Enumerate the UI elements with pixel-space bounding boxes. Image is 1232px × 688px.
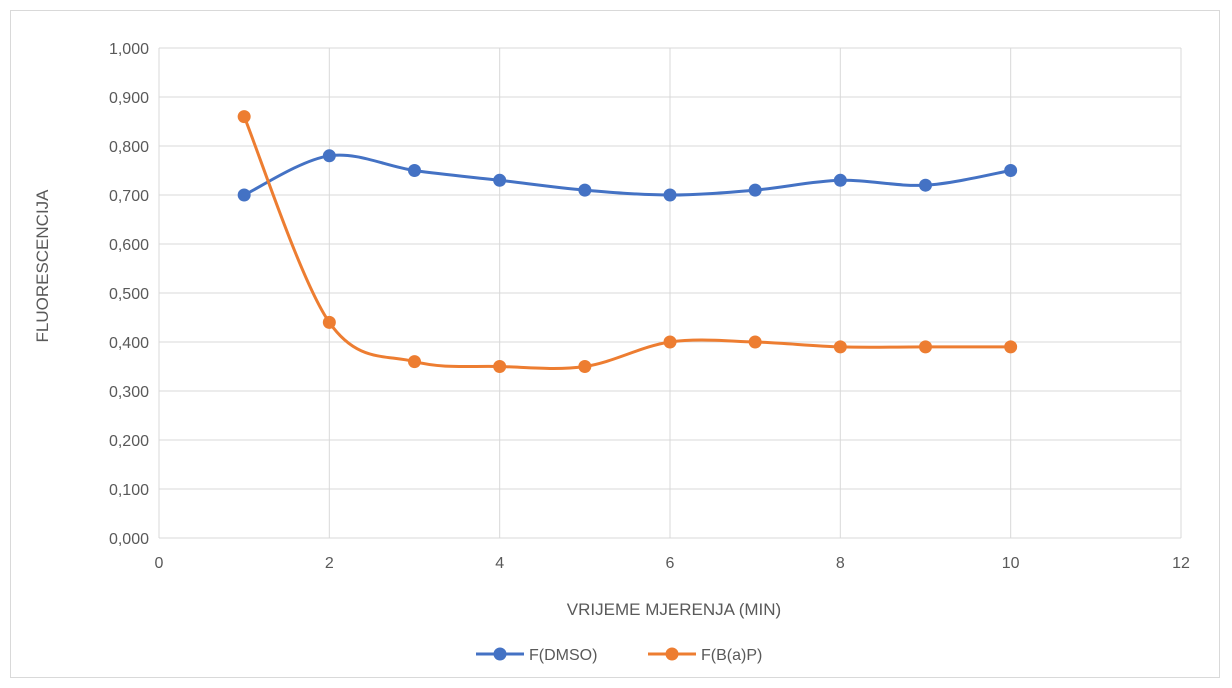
data-point (663, 188, 677, 202)
data-point (919, 340, 932, 354)
y-tick-label: 0,400 (109, 335, 149, 352)
data-point (493, 173, 507, 187)
data-point (322, 315, 336, 329)
line-chart: 0,000 0,100 0,200 0,300 0,400 0,500 0,600 0,700… (33, 41, 1190, 664)
data-point (408, 164, 421, 177)
data-point (833, 173, 847, 187)
data-point (833, 340, 847, 354)
chart-frame: 0,000 0,100 0,200 0,300 0,400 0,500 0,600 0,700… (10, 10, 1220, 678)
y-tick-label: 0,200 (109, 433, 149, 450)
y-tick-label: 0,600 (109, 237, 149, 254)
legend-label: F(DMSO) (529, 647, 597, 664)
legend-label: F(B(a)P) (701, 647, 762, 664)
data-point (408, 355, 421, 369)
data-point (663, 335, 677, 349)
data-point (1004, 164, 1018, 177)
y-axis-ticks: 0,000 0,100 0,200 0,300 0,400 0,500 0,600 0,700… (109, 41, 149, 548)
x-tick-label: 0 (155, 555, 164, 572)
x-axis-title: VRIJEME MJERENJA (MIN) (567, 600, 781, 619)
data-point (322, 149, 336, 163)
y-axis-title: FLUORESCENCIJA (33, 189, 52, 343)
y-tick-label: 0,900 (109, 90, 149, 107)
x-tick-label: 8 (836, 555, 845, 572)
data-point (578, 183, 592, 197)
series-bap (237, 110, 1018, 373)
series-line (242, 153, 1013, 197)
data-point (1004, 340, 1018, 354)
data-point (748, 183, 762, 197)
data-point (237, 188, 251, 202)
data-point (493, 360, 507, 373)
data-point (237, 110, 251, 124)
x-tick-label: 6 (666, 555, 675, 572)
x-tick-label: 10 (1002, 555, 1020, 572)
series-layer (237, 110, 1018, 373)
legend-marker (665, 647, 679, 661)
x-tick-label: 12 (1172, 555, 1190, 572)
y-tick-label: 0,000 (109, 531, 149, 548)
data-point (748, 335, 762, 349)
y-tick-label: 0,500 (109, 286, 149, 303)
y-tick-label: 0,300 (109, 384, 149, 401)
series-dmso (237, 149, 1018, 202)
series-line (242, 115, 1013, 370)
y-tick-label: 0,100 (109, 482, 149, 499)
y-tick-label: 1,000 (109, 41, 149, 58)
y-tick-label: 0,800 (109, 139, 149, 156)
x-axis-ticks: 0 2 4 6 8 10 12 (155, 555, 1190, 572)
legend-marker (493, 647, 507, 661)
data-point (578, 360, 592, 373)
x-tick-label: 4 (495, 555, 504, 572)
data-point (919, 178, 932, 192)
legend: F(DMSO) F(B(a)P) (476, 647, 762, 664)
y-tick-label: 0,700 (109, 188, 149, 205)
x-tick-label: 2 (325, 555, 334, 572)
